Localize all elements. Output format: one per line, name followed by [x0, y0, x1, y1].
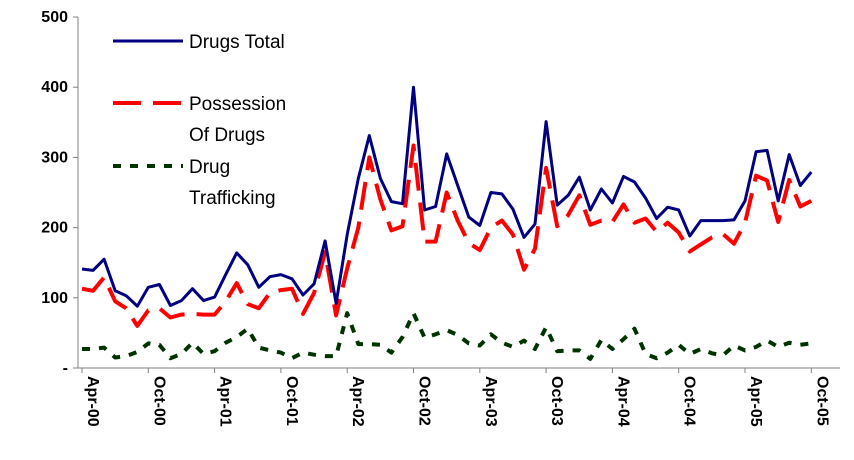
plot-area: - 100 200 300 400 500 Apr-00 Oct-00 Apr-01 Oct-01…: [41, 9, 840, 427]
y-tick-label: 500: [41, 9, 68, 26]
x-tick-label: Apr-02: [349, 376, 366, 427]
x-tick-label: Apr-05: [747, 376, 764, 427]
x-tick-label: Oct-05: [813, 376, 830, 426]
y-tick-label: 400: [41, 79, 68, 96]
legend: Drugs Total Possession Of Drugs Drug Tra…: [113, 32, 291, 209]
legend-label-trafficking: Drug Trafficking: [189, 157, 276, 209]
x-tick-label: Apr-00: [84, 376, 101, 427]
x-tick-label: Oct-02: [416, 376, 433, 426]
x-tick-label: Oct-04: [681, 376, 698, 426]
x-tick-label: Oct-00: [150, 376, 167, 426]
y-tick-label: 300: [41, 149, 68, 166]
y-tick-label: 100: [41, 290, 68, 307]
legend-label-possession: Possession Of Drugs: [189, 94, 291, 146]
legend-label-drugs-total: Drugs Total: [189, 32, 285, 53]
y-tick-label: -: [63, 360, 68, 377]
x-tick-label: Oct-01: [283, 376, 300, 426]
x-tick-label: Oct-03: [548, 376, 565, 426]
y-tick-label: 200: [41, 220, 68, 237]
series-line-trafficking: [82, 311, 812, 361]
x-tick-label: Apr-03: [482, 376, 499, 427]
x-tick-label: Apr-01: [217, 376, 234, 427]
x-tick-label: Apr-04: [614, 376, 631, 427]
